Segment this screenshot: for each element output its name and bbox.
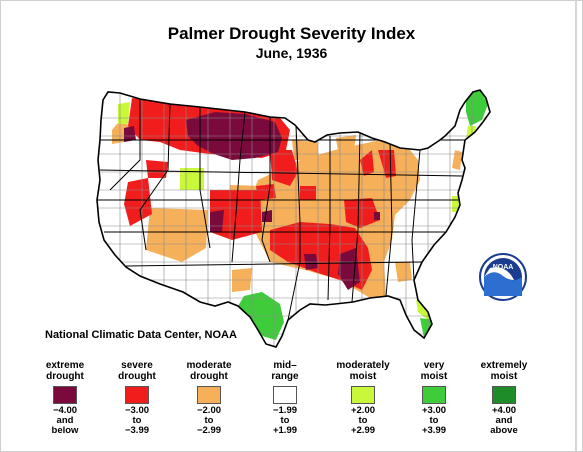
noaa-logo-text: NOAA bbox=[493, 264, 514, 271]
legend-label: extremely bbox=[480, 360, 528, 371]
credit-text: National Climatic Data Center, NOAA bbox=[45, 329, 237, 341]
legend-item-moderately-moist: moderately moist +2.00 to +2.99 bbox=[328, 358, 398, 436]
legend-item-extreme-drought: extreme drought −4.00 and below bbox=[30, 358, 100, 436]
legend-label: moist bbox=[420, 371, 448, 382]
legend-swatch bbox=[197, 386, 221, 404]
legend-range: −3.00 bbox=[124, 405, 150, 416]
legend-range: to bbox=[280, 415, 290, 426]
legend-swatch bbox=[351, 386, 375, 404]
legend-range: +3.00 bbox=[421, 405, 447, 416]
legend-range: +1.99 bbox=[272, 425, 298, 436]
legend-label: moderate bbox=[186, 360, 232, 371]
legend-range: above bbox=[490, 425, 518, 436]
legend-label: moderately bbox=[336, 360, 390, 371]
legend-item-moderate-drought: moderate drought −2.00 to −2.99 bbox=[174, 358, 244, 436]
legend-range: +2.99 bbox=[350, 425, 376, 436]
legend-range: −2.00 bbox=[196, 405, 222, 416]
legend-range: −2.99 bbox=[196, 425, 222, 436]
legend-label: drought bbox=[118, 371, 156, 382]
legend-range: and bbox=[56, 415, 74, 426]
legend-swatch bbox=[422, 386, 446, 404]
legend-swatch bbox=[273, 386, 297, 404]
legend-range: +3.99 bbox=[421, 425, 447, 436]
legend-range: to bbox=[358, 415, 368, 426]
legend-label: moist bbox=[349, 371, 377, 382]
legend-label: very bbox=[423, 360, 445, 371]
legend-label: drought bbox=[46, 371, 84, 382]
map-subtitle: June, 1936 bbox=[255, 45, 328, 61]
legend-item-mid-range: mid– range −1.99 to +1.99 bbox=[250, 358, 320, 436]
legend-label: drought bbox=[190, 371, 228, 382]
legend-range: to bbox=[429, 415, 439, 426]
map-title: Palmer Drought Severity Index bbox=[167, 24, 416, 43]
legend-swatch bbox=[492, 386, 516, 404]
legend-range: −3.99 bbox=[124, 425, 150, 436]
legend-range: below bbox=[51, 425, 79, 436]
legend-label: mid– bbox=[273, 360, 297, 371]
legend-item-very-moist: very moist +3.00 to +3.99 bbox=[399, 358, 469, 436]
legend-swatch bbox=[125, 386, 149, 404]
legend-label: severe bbox=[121, 360, 153, 371]
legend-item-extremely-moist: extremely moist +4.00 and above bbox=[469, 358, 539, 436]
legend-range: +4.00 bbox=[491, 405, 517, 416]
legend-swatch bbox=[53, 386, 77, 404]
frame-edge bbox=[575, 0, 577, 452]
legend-item-severe-drought: severe drought −3.00 to −3.99 bbox=[102, 358, 172, 436]
legend-label: extreme bbox=[45, 360, 85, 371]
legend-range: −4.00 bbox=[52, 405, 78, 416]
legend-label: range bbox=[271, 371, 299, 382]
legend-range: +2.00 bbox=[350, 405, 376, 416]
legend-range: to bbox=[204, 415, 214, 426]
noaa-logo-icon: NOAA bbox=[479, 253, 527, 301]
legend-range: −1.99 bbox=[272, 405, 298, 416]
legend-range: and bbox=[495, 415, 513, 426]
legend-range: to bbox=[132, 415, 142, 426]
legend-label: moist bbox=[490, 371, 518, 382]
